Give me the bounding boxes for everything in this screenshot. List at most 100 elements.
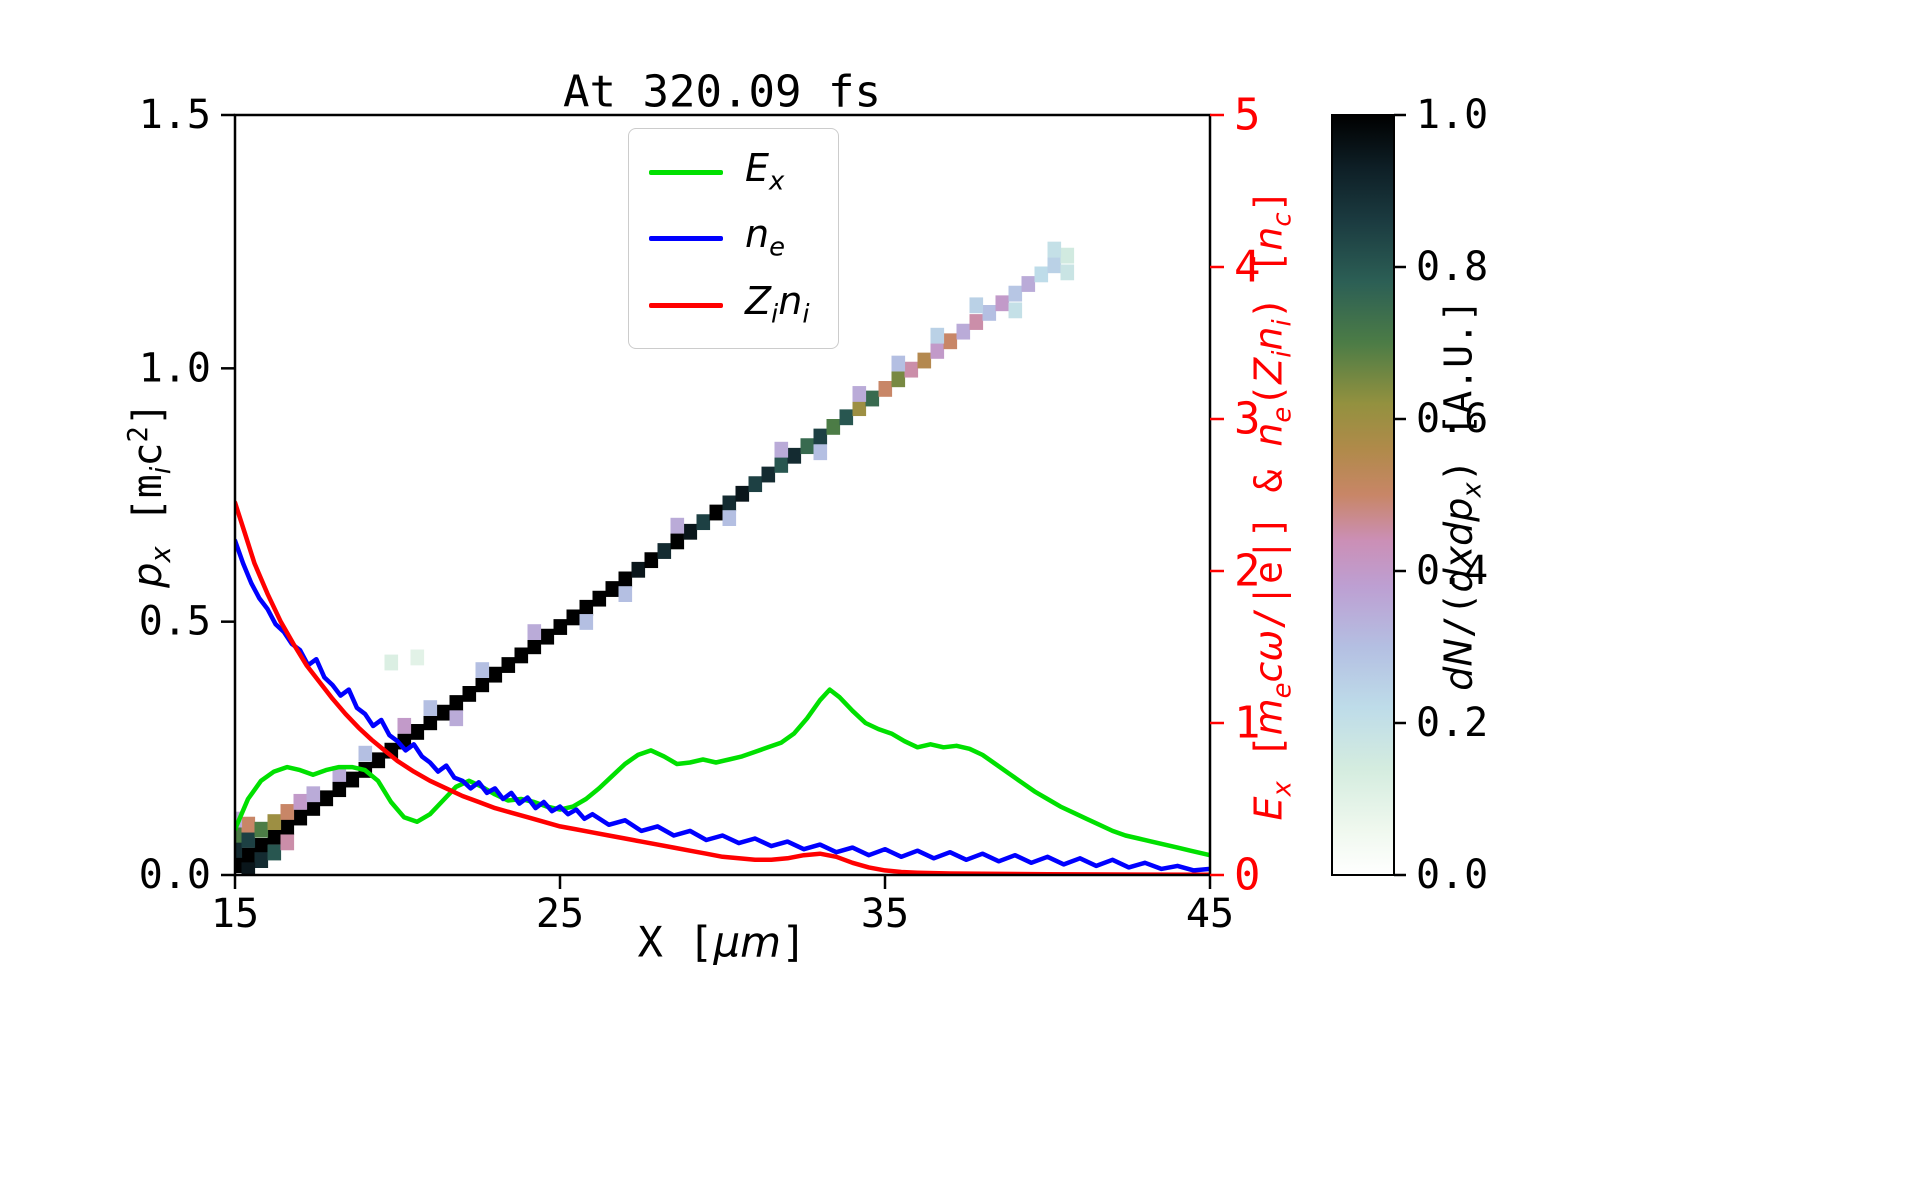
x-axis-label: X [μm] [637,917,807,967]
heatmap-cell [235,842,243,858]
heatmap-cell [488,666,503,683]
heatmap-cell [267,844,282,861]
heatmap-cell [878,381,893,397]
colorbar-gradient [1331,114,1395,876]
heatmap-cell [761,466,776,483]
heatmap-cell [683,523,698,540]
heatmap-cell [930,343,945,359]
heatmap-cell [1021,276,1036,292]
heatmap-cell [644,552,659,569]
heatmap-cell [618,571,633,588]
heatmap-cell [423,714,438,731]
heatmap-cell [943,333,958,350]
heatmap-cell [1060,247,1075,264]
y-right-tick-label: 5 [1234,90,1261,141]
y-axis-left-label: px [mic2] [122,402,178,588]
heatmap-cell [696,514,711,531]
legend-line-ne [649,236,723,242]
heatmap-cell [852,386,867,402]
axes-spines [233,113,1212,877]
heatmap-cell [254,838,269,854]
colorbar-tick-label: 0.2 [1416,700,1488,746]
heatmap-cell [345,771,360,788]
heatmap-cell [449,710,464,727]
heatmap-cell [956,323,971,340]
y-right-tick-label: 4 [1234,242,1261,293]
heatmap-cell [839,409,854,426]
y-left-tick-label: 1.5 [139,92,211,138]
colorbar-label: dN/(dxdpx) [A.U.] [1436,299,1488,691]
y-left-tick-label: 0.5 [139,599,211,645]
heatmap-cell [280,804,295,820]
heatmap-cell [397,717,412,734]
legend-item-Zini: Zini [649,282,810,328]
heatmap-cell [891,355,906,372]
heatmap-cell [1047,241,1062,258]
heatmap-cell [813,444,828,461]
heatmap-cell [813,428,828,445]
legend-label-Zini: Zini [745,278,810,330]
heatmap-cell [527,624,542,640]
heatmap-cell [995,295,1010,312]
heatmap-cell [1034,266,1049,283]
y-left-tick-label: 0.0 [139,852,211,898]
heatmap-cell [501,657,516,673]
y-right-tick-label: 0 [1234,850,1261,901]
heatmap-cell [930,327,945,344]
colorbar-tick-label: 1.0 [1416,92,1488,138]
heatmap-cell [371,752,386,769]
heatmap-cell [969,297,984,314]
heatmap-cell [826,419,841,435]
x-tick-label: 15 [211,891,259,937]
series-line-Zini [235,500,1210,875]
heatmap-cell [969,314,984,330]
legend-label-Ex: Ex [745,146,785,197]
heatmap-cell [235,857,243,874]
heatmap-cell [280,819,295,836]
heatmap-cell [657,543,672,559]
heatmap-cell [293,809,308,826]
heatmap-cell [241,831,256,848]
heatmap-cell [722,495,737,512]
heatmap-cell [605,581,620,597]
heatmap-cell [241,816,256,833]
heatmap-cell [358,745,373,762]
heatmap-cell [670,533,685,550]
heatmap-cell [618,586,633,602]
heatmap-cell [579,614,594,630]
heatmap-cell [475,662,490,678]
heatmap-cell [1060,264,1075,281]
heatmap-cell [1047,257,1062,274]
heatmap-cell [553,619,568,635]
heatmap-cell [579,599,594,616]
heatmap-cell [235,826,243,843]
legend-label-ne: ne [745,212,785,264]
heatmap-cell [449,695,464,711]
y-left-tick-label: 1.0 [139,345,211,391]
y-axis-right-label: Ex [mecω/|e|] & ne(Zini) [nc] [1246,189,1298,821]
y-right-tick-label: 1 [1234,698,1261,749]
heatmap-cell [462,686,477,702]
heatmap-cell [670,517,685,534]
heatmap-cell [332,781,347,798]
heatmap-cell [722,510,737,526]
heatmap-cell [410,724,425,740]
y-right-tick-label: 2 [1234,546,1261,597]
heatmap-cell [982,305,997,321]
heatmap-cell [865,390,880,407]
heatmap-cell [800,438,815,455]
heatmap-cell [787,447,802,464]
x-tick-label: 35 [861,891,909,937]
heatmap-cell [306,800,321,816]
heatmap-cell [241,862,256,875]
heatmap-cell [1008,302,1023,319]
heatmap-cell [293,793,308,810]
colorbar-tick-label: 0.4 [1416,548,1488,594]
plot-title: At 320.09 fs [563,66,881,118]
heatmap-layer [235,241,1075,875]
colorbar-tick-label: 0.6 [1416,396,1488,442]
heatmap-cell [540,628,555,645]
heatmap-cell [735,485,750,502]
